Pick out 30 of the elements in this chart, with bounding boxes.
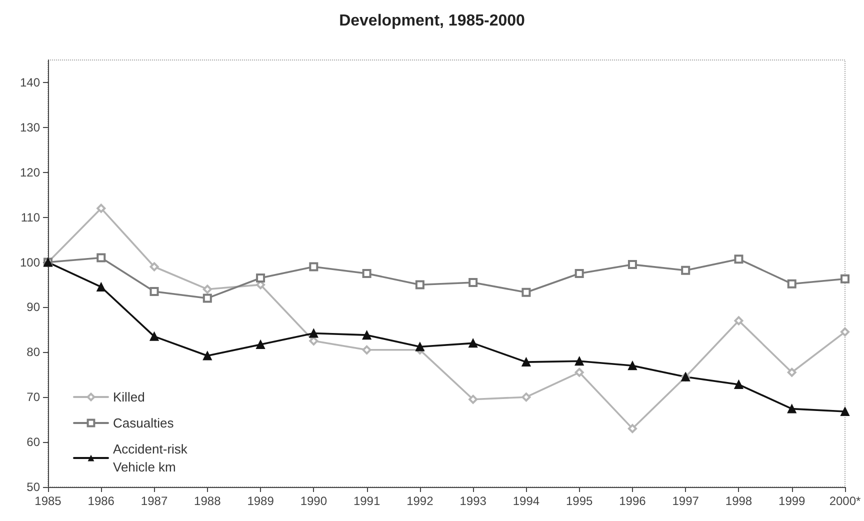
y-tick-label: 90 <box>26 300 40 314</box>
y-tick-label: 120 <box>20 165 40 180</box>
x-tick-label: 1999 <box>778 494 806 508</box>
x-tick-label: 1993 <box>460 494 487 508</box>
x-tick-label: 1987 <box>140 494 168 508</box>
x-tick-label: 1989 <box>247 494 274 508</box>
x-tick-label: 2000* <box>829 494 862 508</box>
y-tick-label: 110 <box>20 210 40 224</box>
y-tick-label: 100 <box>20 255 40 270</box>
chart-title: Development, 1985-2000 <box>339 12 526 30</box>
y-tick-label: 80 <box>26 345 40 360</box>
x-tick-label: 1996 <box>619 494 646 508</box>
legend-label: Accident-risk Vehicle km <box>113 442 192 474</box>
x-tick-label: 1997 <box>672 494 700 508</box>
legend-label: Killed <box>113 390 145 404</box>
x-tick-label: 1994 <box>512 494 540 508</box>
legend-label: Casualties <box>113 416 174 430</box>
x-tick-label: 1988 <box>194 494 222 508</box>
x-tick-label: 1995 <box>566 494 594 508</box>
x-tick-label: 1992 <box>406 494 434 508</box>
y-tick-label: 140 <box>20 75 40 90</box>
x-tick-label: 1998 <box>725 494 752 508</box>
y-tick-label: 50 <box>26 480 40 494</box>
x-tick-label: 1991 <box>353 494 380 508</box>
y-tick-label: 130 <box>20 120 40 134</box>
y-tick-label: 60 <box>26 435 40 450</box>
x-tick-label: 1985 <box>34 494 62 508</box>
x-tick-label: 1986 <box>88 494 115 508</box>
y-tick-label: 70 <box>26 390 40 404</box>
x-tick-label: 1990 <box>300 494 328 508</box>
